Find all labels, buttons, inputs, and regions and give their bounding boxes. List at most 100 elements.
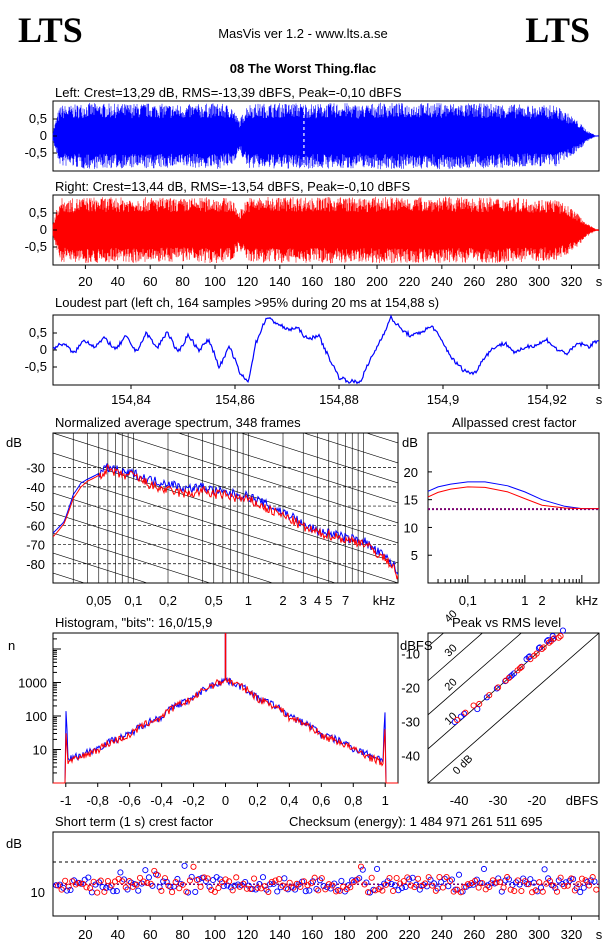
spectrum-slope-line: [53, 273, 398, 383]
right-waveform-xtick: 280: [496, 274, 518, 289]
short-crest-point: [165, 882, 172, 889]
allpassed-title: Allpassed crest factor: [452, 415, 577, 430]
peak-rms-crest-line: [428, 633, 599, 783]
spectrum-xtick: 3: [300, 593, 307, 608]
short-crest-point: [336, 887, 343, 894]
short-crest-point: [242, 878, 249, 886]
short-crest-point: [338, 877, 345, 884]
short-crest-point: [315, 887, 322, 894]
loudest-part-ytick: -0,5: [25, 359, 47, 374]
spectrum-ytick: -40: [26, 480, 45, 495]
short-crest-point: [546, 877, 553, 885]
right-waveform-ytick: 0: [40, 222, 47, 237]
short-crest-point: [190, 863, 197, 870]
short-crest-point: [404, 874, 411, 881]
spectrum-slope-line: [53, 452, 398, 564]
spectrum-slope-line: [53, 472, 398, 583]
short-crest-point: [72, 881, 79, 888]
loudest-part-xtick: 154,9: [427, 392, 460, 407]
peak-rms-point-left: [474, 706, 481, 713]
allpassed-ytick: 20: [404, 465, 418, 480]
short-crest-point: [69, 878, 76, 885]
short-crest-point: [525, 881, 532, 888]
short-crest-xtick: 200: [366, 927, 388, 942]
short-crest-point: [580, 884, 587, 891]
short-crest-point: [87, 884, 94, 892]
short-crest-point: [186, 877, 193, 884]
short-crest-point: [422, 880, 429, 887]
short-crest-point: [529, 889, 536, 896]
spectrum-xtick: 0,05: [86, 593, 111, 608]
right-waveform-xtick: 40: [111, 274, 125, 289]
allpassed-series-right: [427, 486, 599, 510]
short-crest-point: [578, 875, 586, 882]
peak-rms-point-right: [518, 663, 525, 670]
short-crest-point: [76, 879, 83, 887]
spectrum-slope-line: [53, 512, 274, 583]
short-crest-xtick: 300: [528, 927, 550, 942]
short-crest-point: [479, 880, 486, 887]
peak-rms-point-left: [502, 678, 509, 685]
short-crest-ylabel: dB: [6, 836, 22, 851]
short-crest-point: [318, 875, 325, 882]
short-crest-point: [363, 879, 370, 886]
short-crest-point: [261, 883, 268, 890]
short-crest-point: [142, 867, 149, 874]
loudest-part-title: Loudest part (left ch, 164 samples >95% …: [55, 295, 439, 310]
short-crest-point: [379, 887, 386, 894]
allpassed-series-left: [427, 481, 599, 510]
short-crest-xtick: 160: [301, 927, 323, 942]
short-crest-point: [443, 873, 450, 881]
short-crest-point: [103, 884, 110, 892]
peak-rms-point-left: [525, 654, 532, 661]
short-crest-point: [179, 881, 186, 888]
short-crest-point: [133, 881, 140, 888]
short-crest-point: [320, 882, 327, 890]
histogram-xtick: 0,4: [280, 793, 298, 808]
peak-rms-point-left: [493, 685, 500, 692]
spectrum-slope-line: [302, 433, 398, 464]
allpassed-xtick: 0,1: [459, 593, 477, 608]
spectrum-grid: [52, 433, 399, 583]
left-waveform-ytick: 0: [40, 128, 47, 143]
short-crest-point: [293, 880, 300, 887]
short-crest-point: [54, 882, 62, 889]
histogram-xtick: -0,4: [150, 793, 172, 808]
histogram-xtick: -0,8: [87, 793, 109, 808]
short-crest-point: [311, 874, 318, 881]
short-crest-point: [245, 882, 252, 889]
short-crest-point: [104, 877, 111, 885]
short-crest-point: [406, 876, 413, 883]
peak-rms-ytick: -20: [401, 681, 420, 696]
short-crest-point: [439, 884, 447, 891]
spectrum-xtick: 0,1: [124, 593, 142, 608]
short-crest-point: [472, 877, 479, 884]
peak-rms-point-right: [506, 674, 513, 681]
peak-rms-xtick: -30: [489, 793, 508, 808]
short-crest-point: [452, 886, 459, 893]
short-crest-point: [493, 879, 500, 886]
short-crest-point: [163, 878, 170, 886]
histogram-xtick: 0,6: [312, 793, 330, 808]
peak-rms-point-right: [470, 702, 477, 709]
peak-rms-ytick: -30: [401, 715, 420, 730]
short-crest-point: [268, 878, 275, 885]
histogram-ytick: 1000: [18, 675, 47, 690]
peak-rms-point-left: [507, 673, 514, 680]
short-crest-point: [215, 884, 222, 892]
loudest-part-xtick: s: [596, 392, 603, 407]
histogram-series-left: [53, 677, 398, 784]
short-crest-point: [550, 882, 557, 889]
spectrum-title: Normalized average spectrum, 348 frames: [55, 415, 301, 430]
short-crest-xtick: 120: [237, 927, 259, 942]
right-waveform-xtick: 80: [175, 274, 189, 289]
histogram-ylabel: n: [8, 638, 15, 653]
short-crest-point: [514, 877, 521, 884]
peak-rms-crest-label: 0 dB: [451, 753, 475, 777]
short-crest-point: [238, 882, 245, 889]
spectrum-slope-line: [114, 433, 398, 524]
short-crest-point: [67, 886, 74, 894]
short-crest-point: [407, 882, 414, 889]
short-crest-xtick: 20: [78, 927, 92, 942]
peak-rms-point-right: [546, 639, 553, 646]
